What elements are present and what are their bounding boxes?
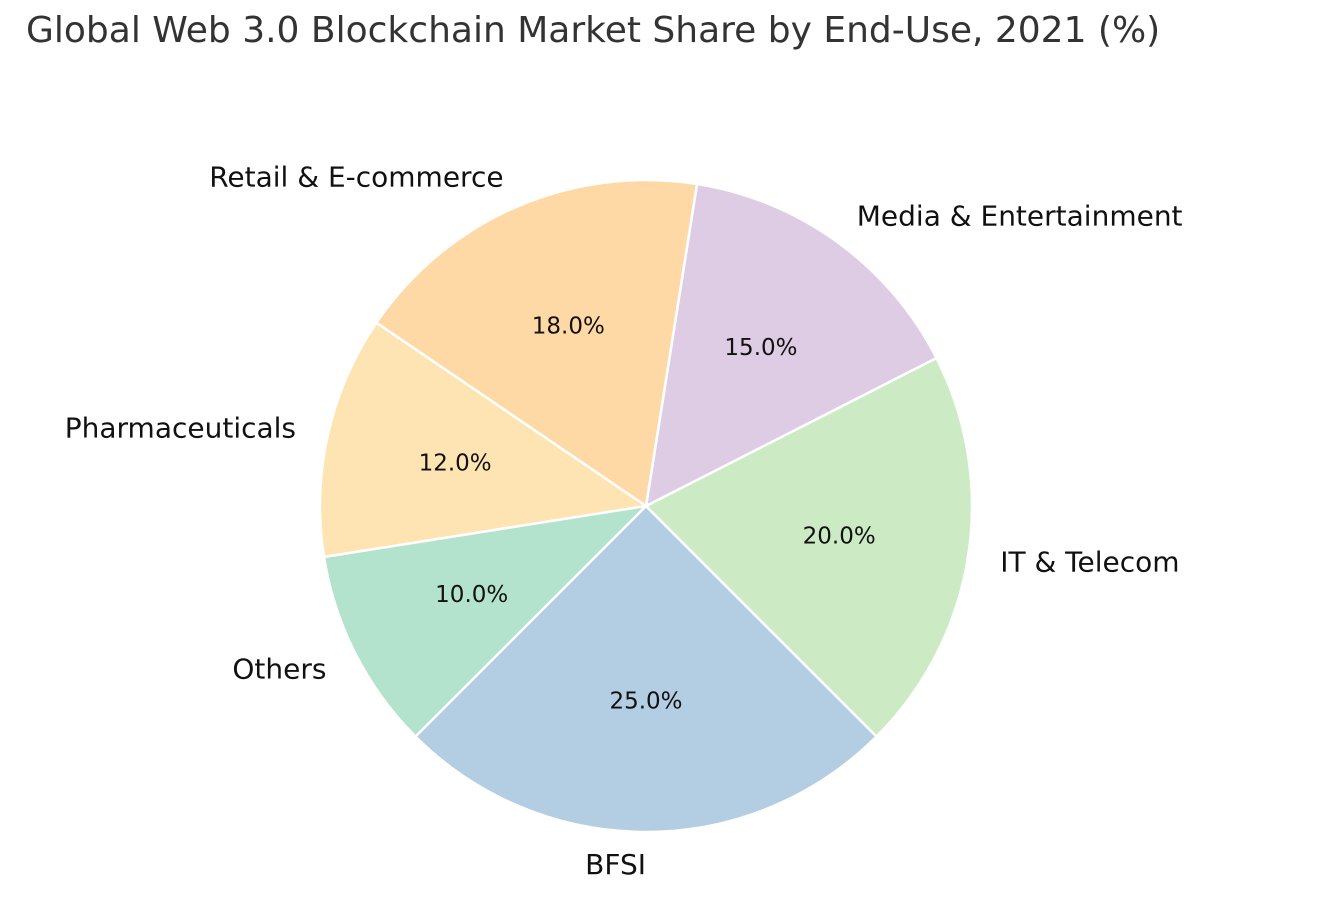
slice-label-retail-e-commerce: Retail & E-commerce: [209, 160, 503, 193]
pie-slice-retail-e-commerce: [375, 178, 699, 508]
pct-label-media-entertainment: 15.0%: [724, 335, 797, 361]
pct-label-pharmaceuticals: 12.0%: [419, 450, 492, 476]
pie-slice-others: [322, 504, 648, 738]
slice-label-it-telecom: IT & Telecom: [1000, 546, 1179, 579]
pie-slice-it-telecom: [644, 356, 974, 738]
slice-label-others: Others: [232, 652, 326, 685]
slice-label-bfsi: BFSI: [585, 848, 646, 881]
pie-slice-bfsi: [414, 504, 878, 834]
slice-label-pharmaceuticals: Pharmaceuticals: [65, 411, 296, 444]
pct-label-retail-e-commerce: 18.0%: [532, 313, 605, 339]
pie-slice-pharmaceuticals: [318, 321, 648, 559]
chart-title: Global Web 3.0 Blockchain Market Share b…: [26, 10, 1161, 51]
slice-label-media-entertainment: Media & Entertainment: [857, 199, 1183, 232]
pct-label-others: 10.0%: [435, 582, 508, 608]
pct-label-bfsi: 25.0%: [609, 689, 682, 715]
pie-labels: 25.0% BFSI 20.0% IT & Telecom 15.0% Media & E…: [65, 160, 1183, 881]
pct-label-it-telecom: 20.0%: [803, 524, 876, 550]
pie-slice-media-entertainment: [644, 182, 938, 508]
pie-slices: [318, 178, 974, 834]
